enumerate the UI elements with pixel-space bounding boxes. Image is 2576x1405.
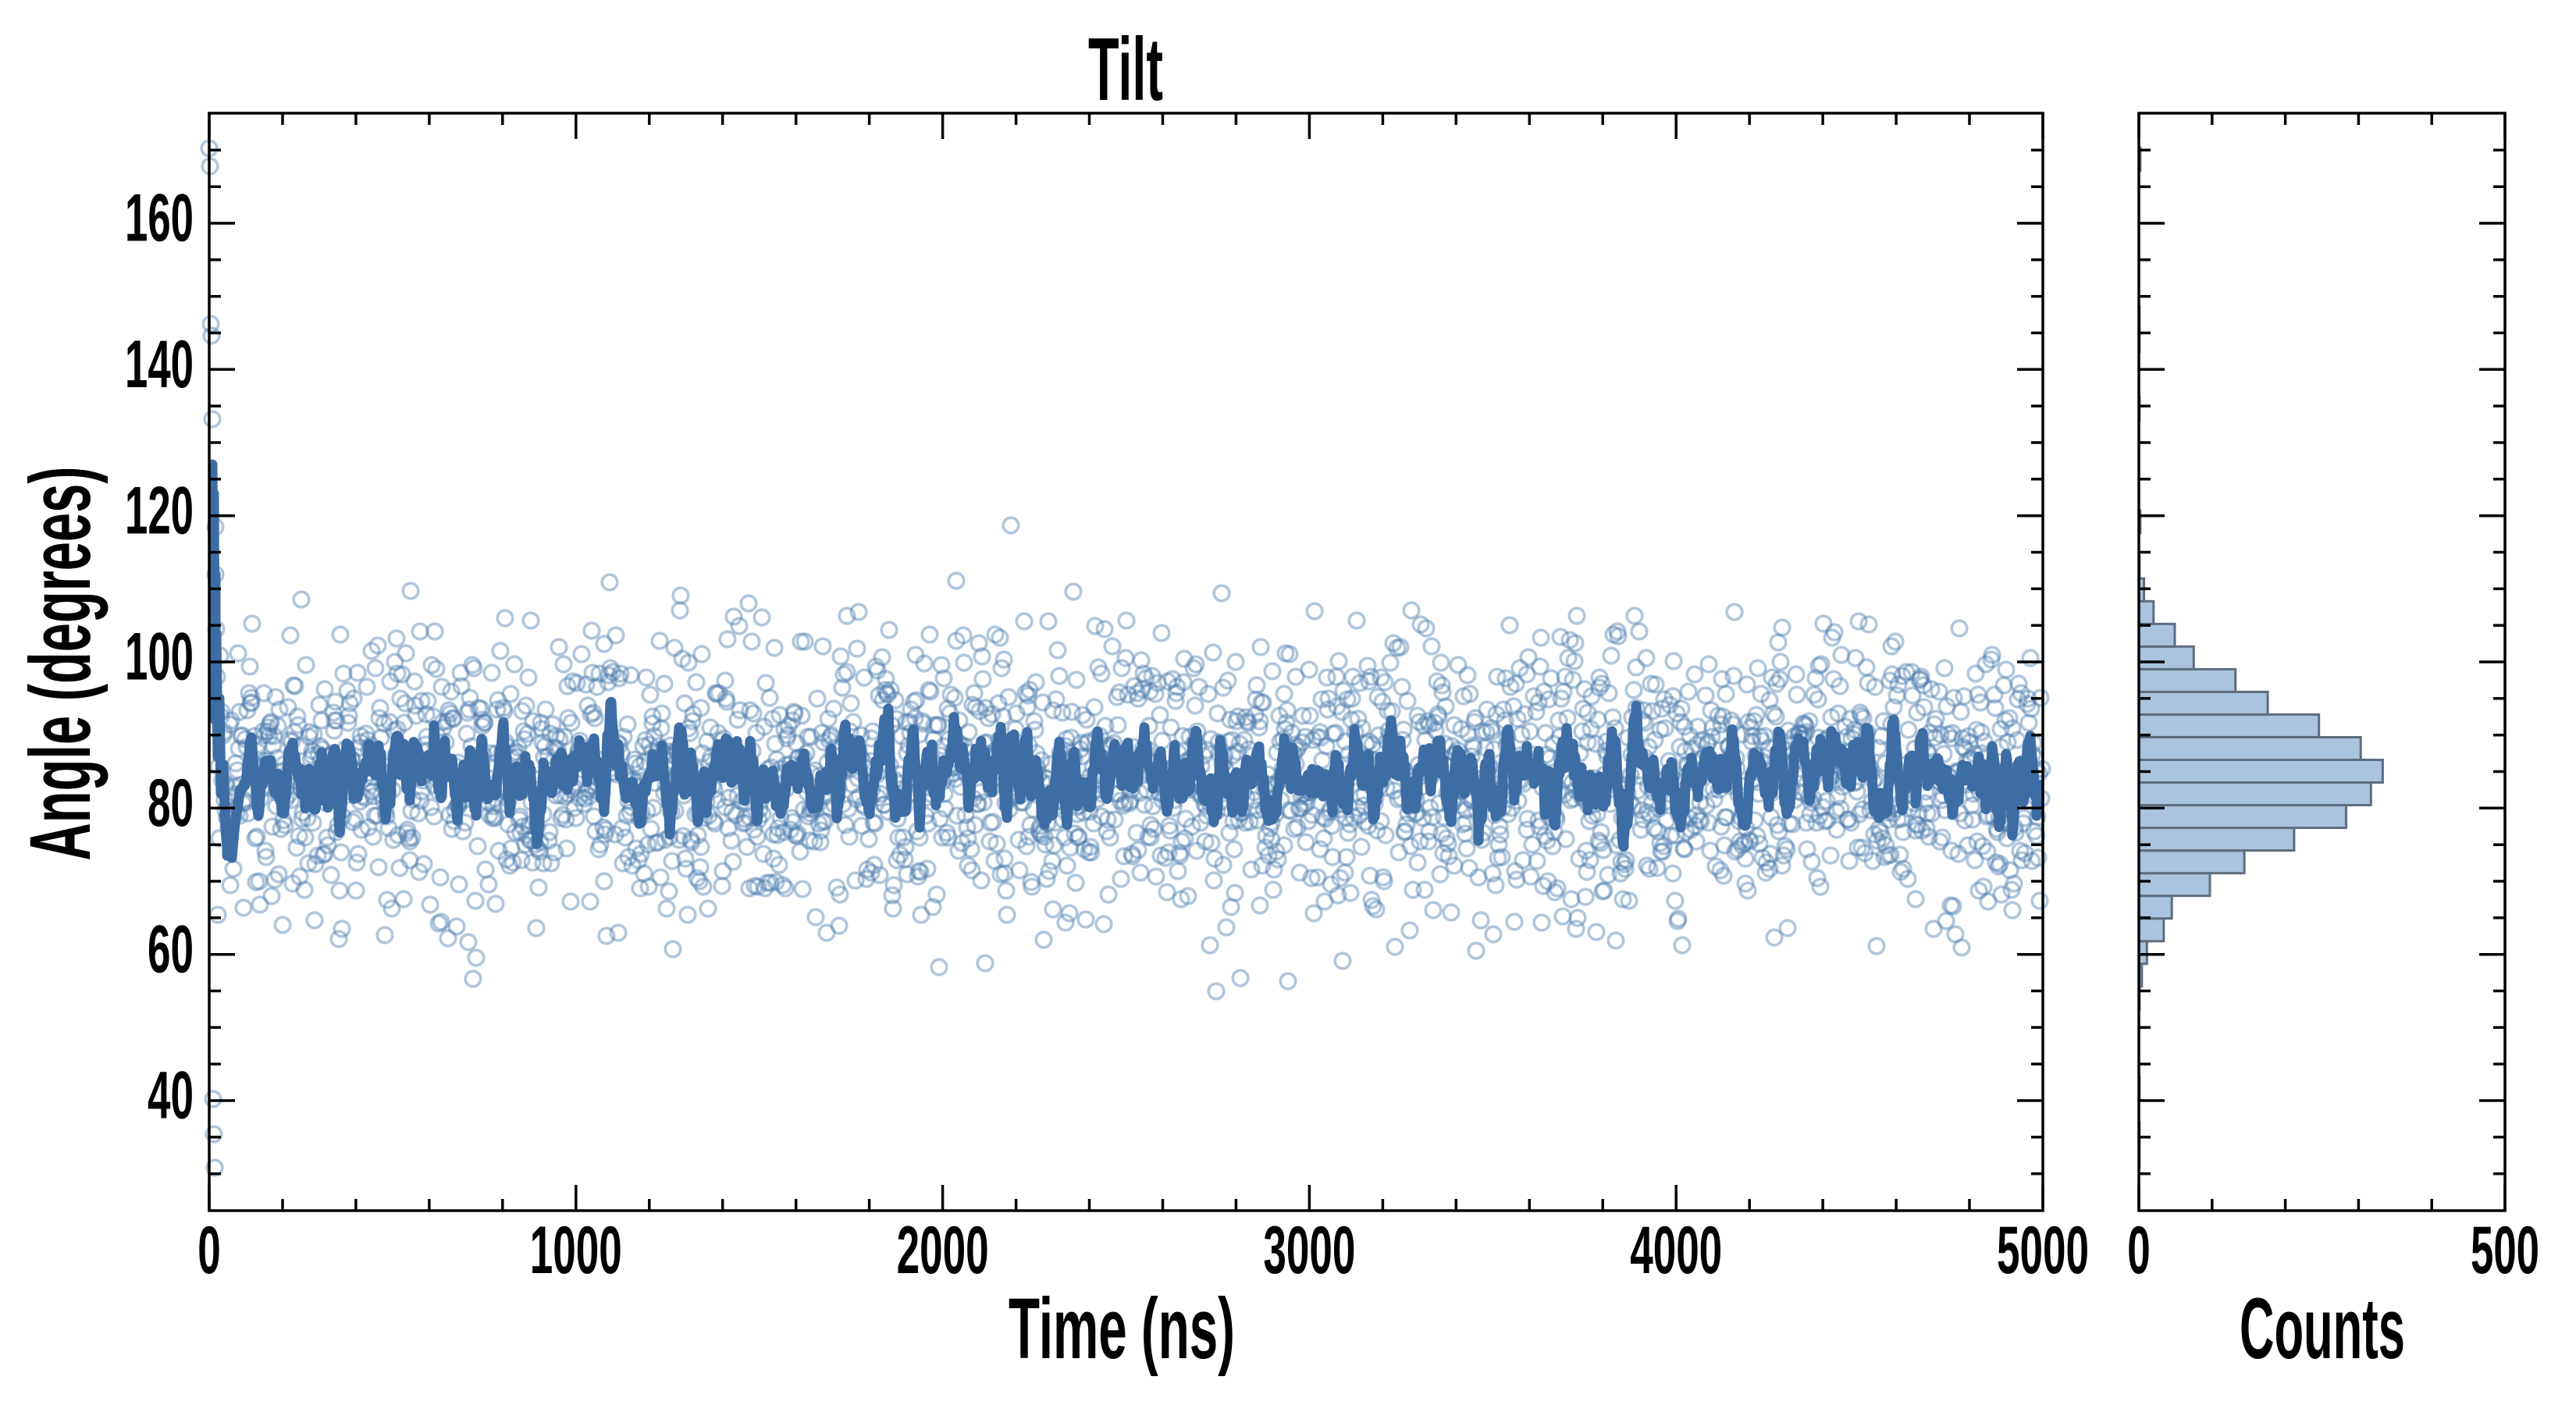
svg-text:0: 0 xyxy=(2127,1213,2151,1288)
svg-text:2000: 2000 xyxy=(897,1213,989,1288)
svg-text:120: 120 xyxy=(125,473,194,548)
svg-text:5000: 5000 xyxy=(1997,1213,2089,1288)
svg-text:80: 80 xyxy=(148,766,194,841)
svg-text:Tilt: Tilt xyxy=(1088,20,1163,119)
svg-text:140: 140 xyxy=(125,327,194,402)
svg-text:Angle (degrees): Angle (degrees) xyxy=(12,467,109,861)
svg-text:60: 60 xyxy=(148,912,194,987)
svg-text:40: 40 xyxy=(148,1058,194,1133)
svg-text:160: 160 xyxy=(125,181,194,256)
svg-text:3000: 3000 xyxy=(1263,1213,1355,1288)
svg-text:Time (ns): Time (ns) xyxy=(1009,1281,1235,1377)
svg-text:500: 500 xyxy=(2471,1213,2539,1288)
svg-text:100: 100 xyxy=(125,620,194,695)
svg-text:0: 0 xyxy=(197,1213,221,1288)
svg-text:Counts: Counts xyxy=(2240,1281,2405,1377)
svg-text:4000: 4000 xyxy=(1630,1213,1722,1288)
svg-text:1000: 1000 xyxy=(530,1213,622,1288)
